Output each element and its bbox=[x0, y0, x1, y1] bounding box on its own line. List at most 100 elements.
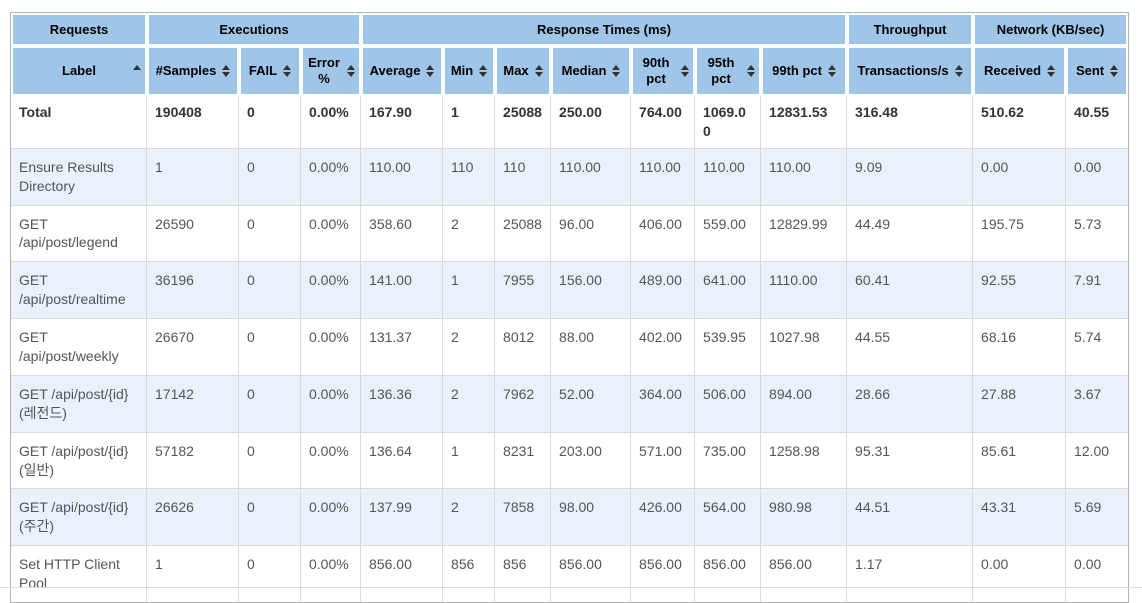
column-header-median[interactable]: Median bbox=[551, 46, 632, 96]
row-label-cell: GET /api/post/{id} (주간) bbox=[11, 489, 147, 547]
table-cell: 26590 bbox=[147, 205, 239, 263]
table-cell: 2 bbox=[443, 205, 496, 263]
table-cell: 131.37 bbox=[361, 319, 444, 376]
group-header-executions: Executions bbox=[147, 13, 362, 46]
column-header-samples[interactable]: #Samples bbox=[147, 46, 239, 96]
table-cell: 60.41 bbox=[847, 262, 974, 320]
row-label-cell: Set HTTP Client Pool bbox=[11, 546, 147, 603]
table-cell: 510.62 bbox=[973, 96, 1067, 149]
table-cell: 8012 bbox=[495, 319, 552, 376]
table-row: GET /api/post/{id} (일반) 57182 0 0.00% 136.64… bbox=[11, 432, 1129, 490]
table-cell: 85.61 bbox=[973, 432, 1067, 490]
table-cell: 1258.98 bbox=[761, 432, 848, 490]
table-cell: 856.00 bbox=[761, 546, 848, 603]
table-cell: 96.00 bbox=[551, 205, 632, 263]
table-cell: 57182 bbox=[147, 432, 239, 490]
table-cell: 40.55 bbox=[1066, 96, 1129, 149]
table-cell: 735.00 bbox=[695, 432, 762, 490]
table-cell: 506.00 bbox=[695, 375, 762, 433]
table-cell: 0.00 bbox=[973, 546, 1067, 603]
column-header-sent[interactable]: Sent bbox=[1066, 46, 1129, 96]
column-header-content: Min bbox=[451, 63, 488, 79]
group-header-response-times-ms: Response Times (ms) bbox=[361, 13, 848, 46]
table-cell: 0 bbox=[239, 96, 301, 149]
table-cell: 0 bbox=[239, 205, 301, 263]
table-cell: 856 bbox=[495, 546, 552, 603]
table-cell: 1.17 bbox=[847, 546, 974, 603]
column-header-label: Average bbox=[369, 62, 421, 78]
column-header-transactions-s[interactable]: Transactions/s bbox=[847, 46, 974, 96]
table-cell: 110 bbox=[495, 148, 552, 206]
column-header-average[interactable]: Average bbox=[361, 46, 444, 96]
column-header-received[interactable]: Received bbox=[973, 46, 1067, 96]
table-cell: 856.00 bbox=[695, 546, 762, 603]
column-header-label: #Samples bbox=[155, 62, 217, 78]
column-header-content: Error % bbox=[307, 55, 356, 88]
column-header-content: Average bbox=[370, 63, 435, 79]
column-header-content: 95th pct bbox=[701, 54, 756, 88]
table-cell: 3.67 bbox=[1066, 375, 1129, 433]
table-cell: 190408 bbox=[147, 96, 239, 149]
row-label-cell: Total bbox=[11, 96, 147, 149]
column-header-max[interactable]: Max bbox=[495, 46, 552, 96]
column-header-90th-pct[interactable]: 90th pct bbox=[631, 46, 696, 96]
column-header-min[interactable]: Min bbox=[443, 46, 496, 96]
table-cell: 489.00 bbox=[631, 262, 696, 320]
sort-icon bbox=[426, 65, 435, 77]
column-header-label[interactable]: Label bbox=[11, 46, 147, 96]
table-cell: 136.64 bbox=[361, 432, 444, 490]
column-header-content: Label bbox=[62, 63, 141, 79]
table-cell: 110.00 bbox=[761, 148, 848, 206]
table-cell: 110.00 bbox=[551, 148, 632, 206]
column-header-label: Median bbox=[561, 62, 607, 78]
table-cell: 426.00 bbox=[631, 489, 696, 547]
table-cell: 0 bbox=[239, 319, 301, 376]
column-header-label: 95th pct bbox=[707, 54, 735, 86]
column-header-content: Sent bbox=[1076, 63, 1119, 79]
column-header-fail[interactable]: FAIL bbox=[239, 46, 301, 96]
table-cell: 44.49 bbox=[847, 205, 974, 263]
column-header-99th-pct[interactable]: 99th pct bbox=[761, 46, 848, 96]
table-row: GET /api/post/{id} (주간) 26626 0 0.00% 137.99… bbox=[11, 489, 1129, 547]
table-cell: 1 bbox=[443, 262, 496, 320]
group-header-label: Response Times (ms) bbox=[536, 22, 672, 37]
table-cell: 141.00 bbox=[361, 262, 444, 320]
table-cell: 358.60 bbox=[361, 205, 444, 263]
group-header-label: Throughput bbox=[873, 22, 947, 37]
table-cell: 9.09 bbox=[847, 148, 974, 206]
table-cell: 195.75 bbox=[973, 205, 1067, 263]
table-cell: 43.31 bbox=[973, 489, 1067, 547]
table-cell: 856.00 bbox=[361, 546, 444, 603]
table-cell: 52.00 bbox=[551, 375, 632, 433]
table-cell: 110.00 bbox=[695, 148, 762, 206]
table-cell: 1 bbox=[147, 148, 239, 206]
table-cell: 641.00 bbox=[695, 262, 762, 320]
column-header-95th-pct[interactable]: 95th pct bbox=[695, 46, 762, 96]
table-cell: 0 bbox=[239, 432, 301, 490]
group-header-network-kb-sec: Network (KB/sec) bbox=[973, 13, 1129, 46]
table-cell: 564.00 bbox=[695, 489, 762, 547]
table-cell: 7962 bbox=[495, 375, 552, 433]
group-header-label: Network (KB/sec) bbox=[996, 22, 1105, 37]
row-label-cell: GET /api/post/{id} (레전드) bbox=[11, 375, 147, 433]
table-cell: 0.00% bbox=[301, 96, 362, 149]
table-row: Set HTTP Client Pool 1 0 0.00% 856.00 856 856 8… bbox=[11, 546, 1129, 603]
column-header-content: Max bbox=[503, 63, 543, 79]
table-cell: 1 bbox=[443, 432, 496, 490]
table-cell: 0 bbox=[239, 148, 301, 206]
table-cell: 559.00 bbox=[695, 205, 762, 263]
table-row: GET /api/post/legend 26590 0 0.00% 358.60 2 25… bbox=[11, 205, 1129, 263]
table-cell: 0.00% bbox=[301, 489, 362, 547]
table-cell: 856.00 bbox=[631, 546, 696, 603]
table-cell: 0.00 bbox=[1066, 546, 1129, 603]
table-cell: 156.00 bbox=[551, 262, 632, 320]
column-header-label: Transactions/s bbox=[857, 62, 949, 78]
table-header: Requests Executions Response Times (ms) Thr… bbox=[11, 13, 1129, 96]
table-cell: 5.69 bbox=[1066, 489, 1129, 547]
sort-icon bbox=[222, 65, 231, 77]
column-header-error[interactable]: Error % bbox=[301, 46, 362, 96]
table-cell: 571.00 bbox=[631, 432, 696, 490]
table-cell: 0.00% bbox=[301, 262, 362, 320]
column-header-content: #Samples bbox=[156, 63, 231, 79]
sort-icon bbox=[534, 65, 543, 77]
